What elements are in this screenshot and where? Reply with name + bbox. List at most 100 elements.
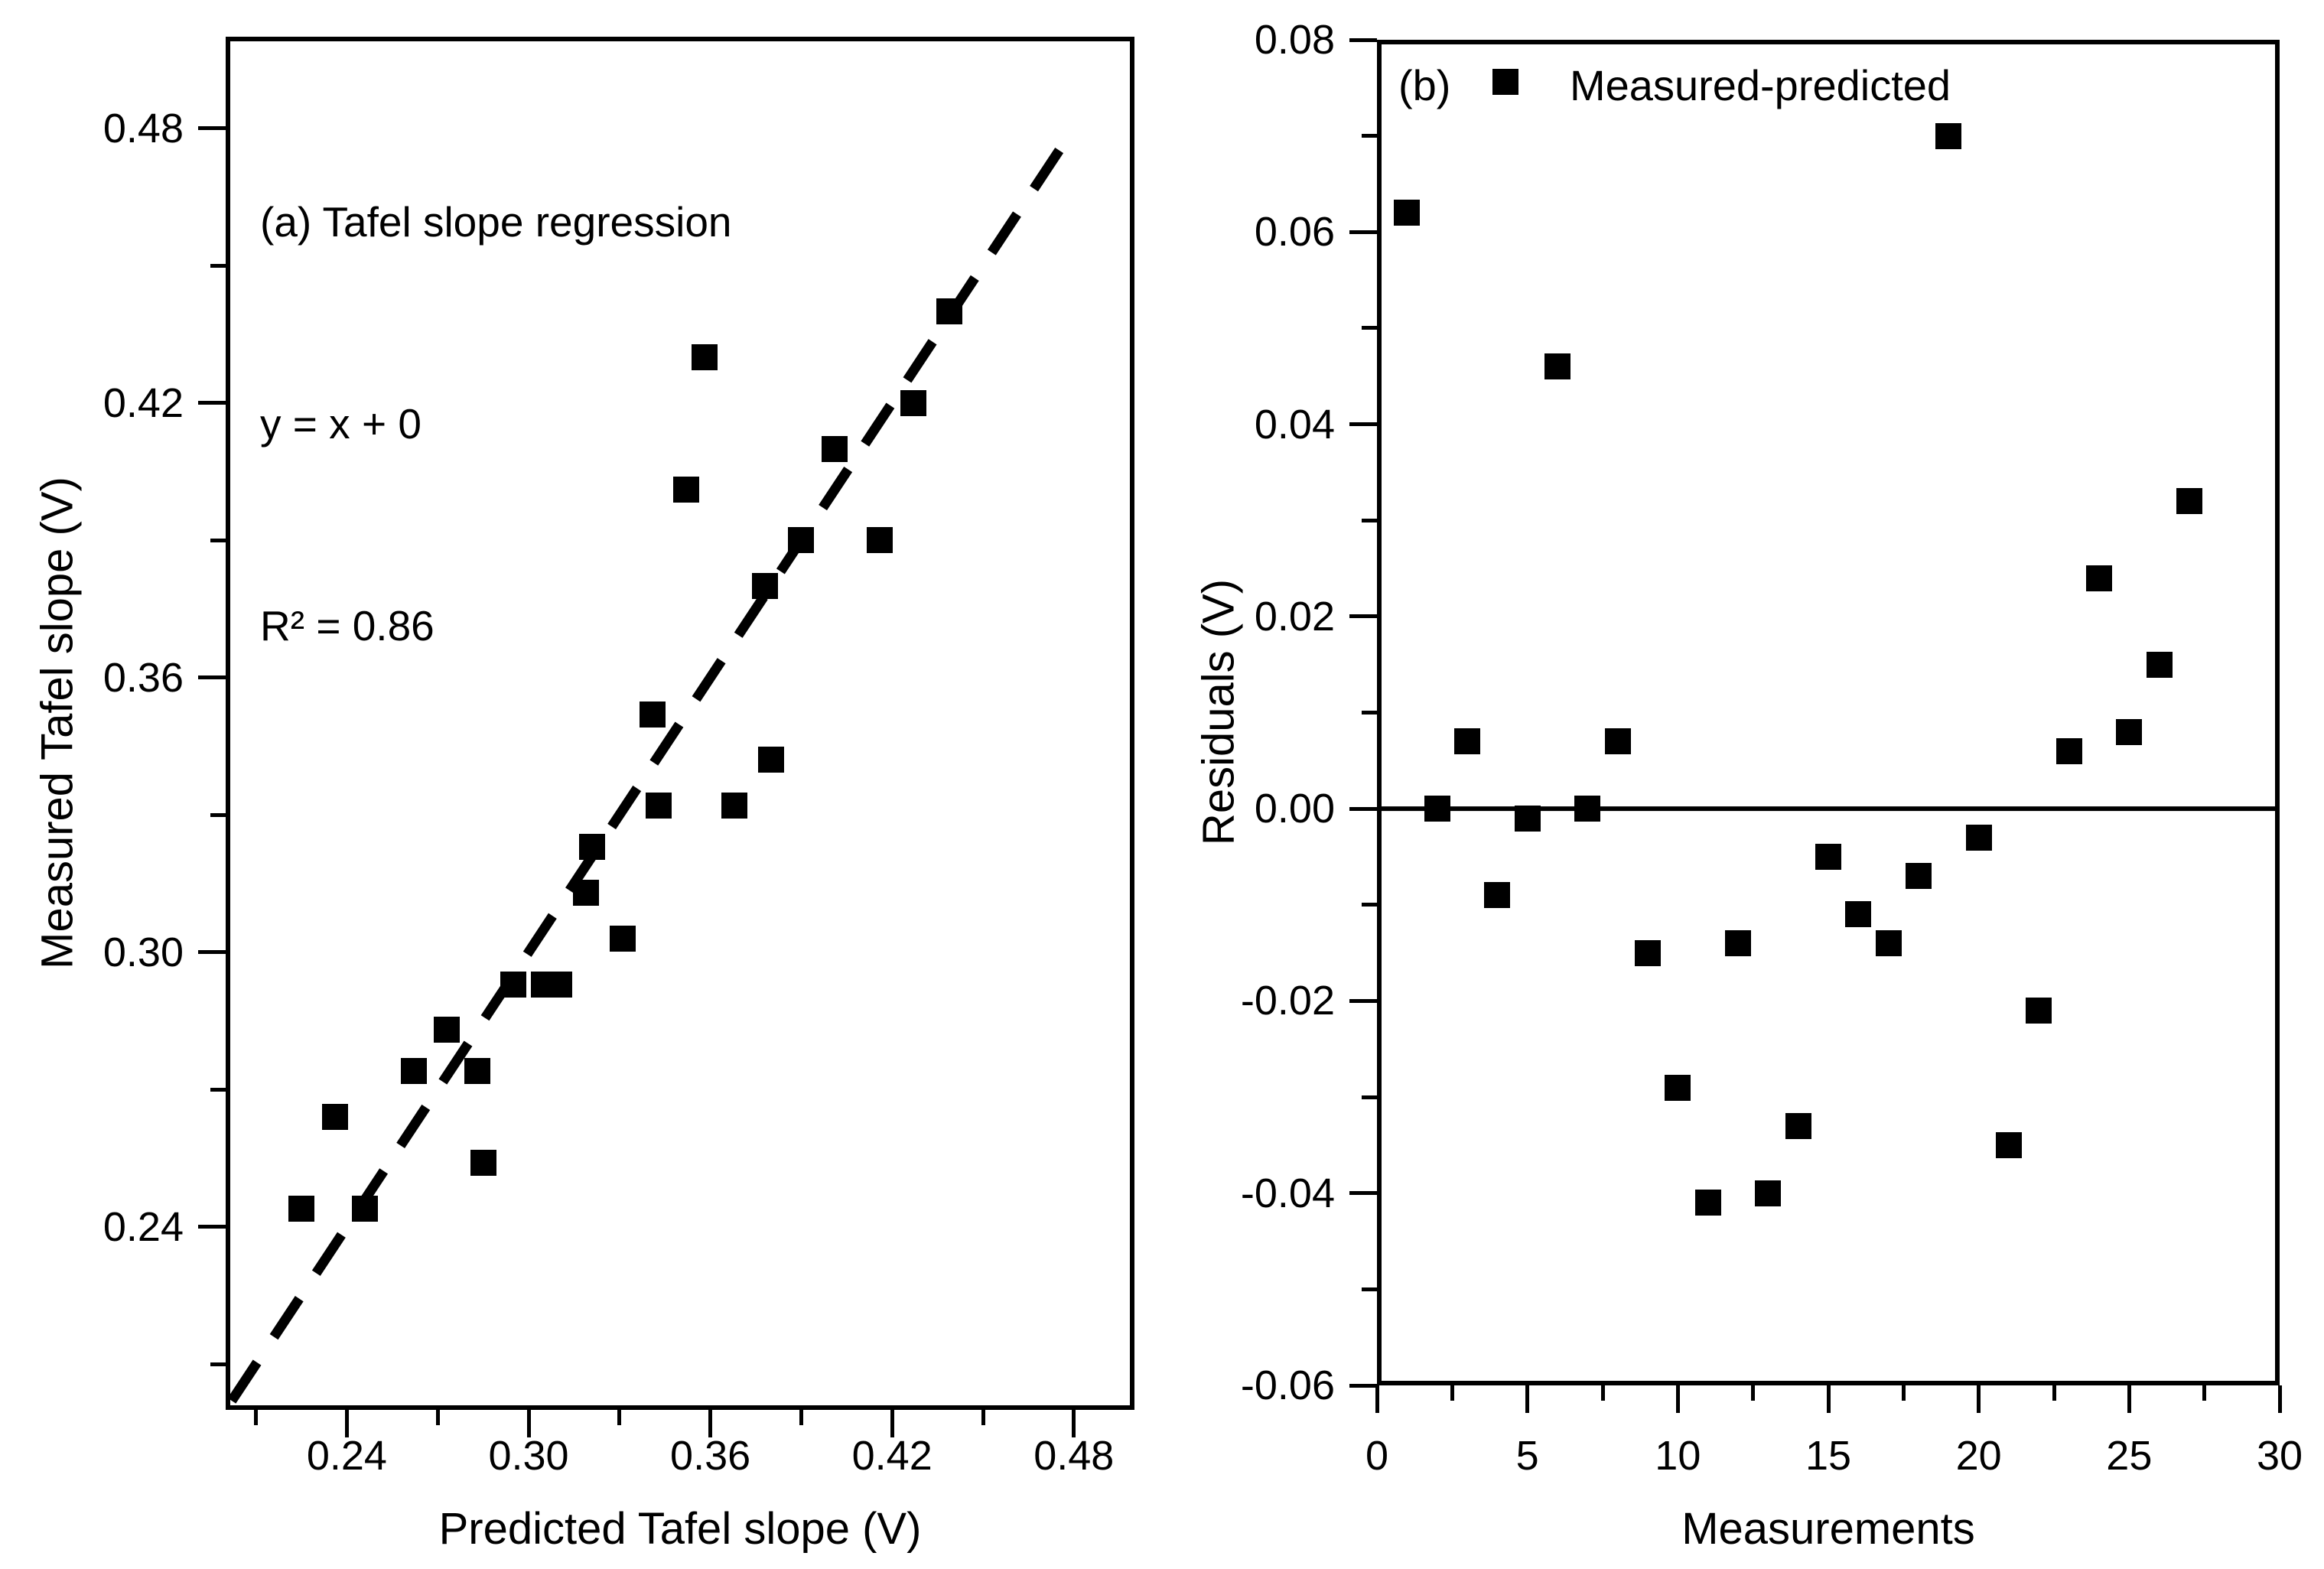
data-point-square (573, 879, 600, 906)
data-point-square (464, 1058, 490, 1085)
x-axis-major-tick (1072, 1410, 1076, 1437)
panel-a-plot-frame (226, 37, 1134, 1410)
x-axis-major-tick (1525, 1385, 1530, 1413)
data-point-square (1815, 843, 1841, 870)
y-axis-major-tick (1349, 614, 1377, 619)
x-axis-minor-tick (435, 1410, 440, 1425)
x-axis-minor-tick (2202, 1385, 2207, 1401)
x-axis-tick-label: 0.42 (851, 1433, 933, 1479)
y-axis-minor-tick (1362, 1095, 1377, 1099)
data-point-square (1484, 882, 1511, 909)
data-point-square (321, 1104, 348, 1131)
x-axis-major-tick (890, 1410, 894, 1437)
data-point-square (1845, 901, 1872, 928)
y-axis-tick-label: -0.04 (1240, 1170, 1335, 1216)
data-point-square (400, 1058, 427, 1085)
y-axis-major-tick (198, 401, 226, 405)
panel-a-y-axis-title: Measured Tafel slope (V) (32, 477, 83, 969)
data-point-square (721, 793, 748, 819)
y-axis-minor-tick (210, 1087, 226, 1092)
data-point-square (867, 527, 893, 554)
y-axis-tick-label: 0.08 (1254, 17, 1335, 63)
data-point-square (1755, 1180, 1782, 1206)
data-point-square (900, 389, 926, 416)
x-axis-major-tick (1675, 1385, 1680, 1413)
data-point-square (2116, 718, 2143, 745)
y-axis-major-tick (1349, 1191, 1377, 1196)
data-point-square (1665, 1074, 1691, 1101)
x-axis-major-tick (1826, 1385, 1831, 1413)
panel-b-label: (b) (1398, 61, 1451, 109)
x-axis-tick-label: 5 (1515, 1433, 1539, 1479)
y-axis-minor-tick (210, 1362, 226, 1366)
panel-b-plot-frame (1377, 40, 2280, 1385)
y-axis-major-tick (1349, 1383, 1377, 1388)
y-axis-tick-label: 0.04 (1254, 401, 1335, 448)
y-axis-major-tick (1349, 37, 1377, 42)
data-point-square (1965, 824, 1992, 851)
y-axis-tick-label: 0.30 (103, 929, 184, 975)
data-point-square (1694, 1190, 1721, 1216)
data-point-square (545, 971, 572, 998)
data-point-square (691, 343, 718, 370)
y-axis-major-tick (198, 675, 226, 680)
y-axis-tick-label: 0.42 (103, 379, 184, 426)
x-axis-minor-tick (799, 1410, 803, 1425)
data-point-square (1574, 796, 1601, 822)
y-axis-minor-tick (210, 538, 226, 542)
panel-a-annotations: (a) Tafel slope regression y = x + 0 R² … (260, 54, 732, 794)
data-point-square (1424, 796, 1450, 822)
x-axis-minor-tick (981, 1410, 985, 1425)
x-axis-major-tick (2127, 1385, 2131, 1413)
y-axis-minor-tick (210, 263, 226, 268)
panel-a-x-axis-title: Predicted Tafel slope (V) (438, 1504, 922, 1554)
y-axis-minor-tick (1362, 326, 1377, 330)
data-point-square (1394, 200, 1421, 226)
data-point-square (2026, 997, 2052, 1024)
data-point-square (609, 925, 636, 952)
y-axis-tick-label: -0.02 (1240, 978, 1335, 1024)
x-axis-tick-label: 15 (1805, 1433, 1852, 1479)
y-axis-tick-label: 0.36 (103, 654, 184, 701)
panel-a-r-squared: R² = 0.86 (260, 602, 435, 649)
data-point-square (434, 1017, 461, 1043)
y-axis-minor-tick (1362, 1287, 1377, 1291)
x-axis-minor-tick (617, 1410, 622, 1425)
y-axis-tick-label: 0.48 (103, 105, 184, 151)
x-axis-minor-tick (1751, 1385, 1756, 1401)
x-axis-major-tick (1375, 1385, 1379, 1413)
x-axis-tick-label: 25 (2106, 1433, 2153, 1479)
data-point-square (936, 298, 963, 324)
x-axis-tick-label: 0.30 (488, 1433, 569, 1479)
x-axis-major-tick (1977, 1385, 1981, 1413)
x-axis-major-tick (2277, 1385, 2282, 1413)
data-point-square (500, 971, 527, 998)
data-point-square (1604, 728, 1631, 755)
data-point-square (757, 747, 784, 773)
data-point-square (1996, 1131, 2022, 1158)
y-axis-tick-label: 0.00 (1254, 786, 1335, 832)
data-point-square (470, 1149, 496, 1176)
data-point-square (751, 573, 778, 599)
y-axis-tick-label: 0.24 (103, 1203, 184, 1250)
data-point-square (1514, 805, 1541, 832)
y-axis-tick-label: -0.06 (1240, 1362, 1335, 1408)
data-point-square (1544, 353, 1570, 380)
x-axis-tick-label: 0.36 (670, 1433, 751, 1479)
x-axis-tick-label: 30 (2256, 1433, 2303, 1479)
x-axis-minor-tick (1450, 1385, 1454, 1401)
y-axis-minor-tick (1362, 903, 1377, 907)
data-point-square (1906, 863, 1932, 890)
data-point-square (2055, 737, 2082, 764)
x-axis-tick-label: 20 (1955, 1433, 2002, 1479)
data-point-square (1785, 1112, 1811, 1139)
identity-dashed-line (227, 135, 1072, 1404)
data-point-square (788, 527, 815, 554)
panel-b-x-axis-title: Measurements (1681, 1504, 1975, 1554)
legend-square-marker-icon (1492, 69, 1518, 95)
data-point-square (579, 834, 606, 861)
data-point-square (1635, 939, 1661, 966)
x-axis-tick-label: 0.48 (1033, 1433, 1115, 1479)
y-axis-major-tick (198, 126, 226, 131)
